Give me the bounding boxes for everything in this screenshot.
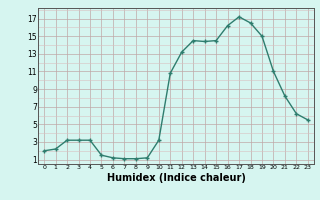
X-axis label: Humidex (Indice chaleur): Humidex (Indice chaleur) xyxy=(107,173,245,183)
